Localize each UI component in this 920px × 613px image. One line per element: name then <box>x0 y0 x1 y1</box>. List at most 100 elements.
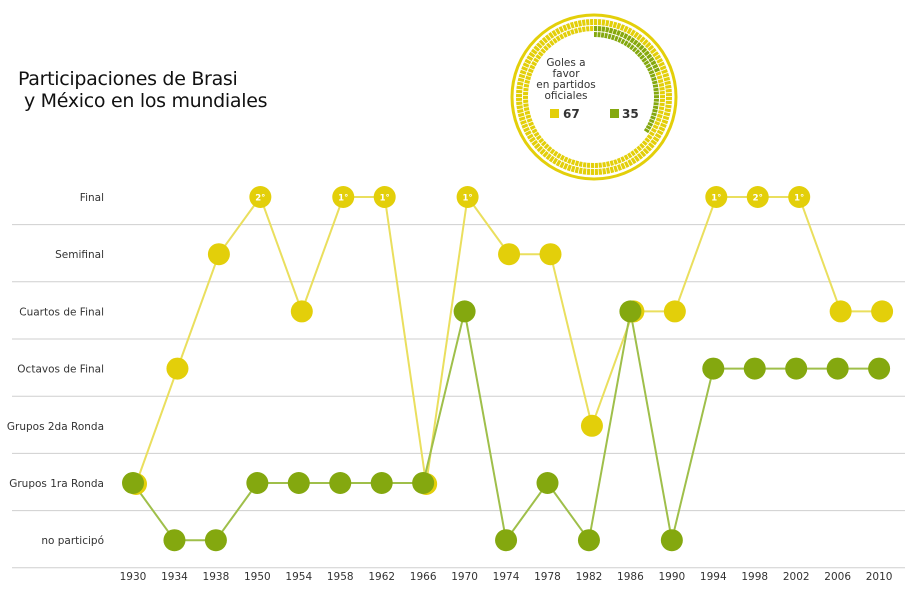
goals-donut: Goles a favor en partidos oficiales 67 3… <box>510 13 678 181</box>
brasil-goal-segment <box>545 153 552 161</box>
brasil-goal-segment <box>537 51 544 57</box>
series-points: 2° 1° 1° 1° 1° 2° 1° <box>122 186 894 552</box>
brasil-point <box>829 300 852 323</box>
brasil-point <box>207 243 230 266</box>
brasil-goal-segment <box>602 168 607 175</box>
brasil-goal-segment <box>627 159 633 167</box>
brasil-goal-segment <box>654 54 662 61</box>
brasil-goal-segment <box>517 81 524 86</box>
brasil-goal-segment <box>613 159 618 165</box>
legend-mexico-value: 35 <box>622 107 639 121</box>
brasil-point <box>788 186 811 208</box>
brasil-goal-segment <box>516 93 523 97</box>
brasil-goal-segment <box>556 152 562 159</box>
mexico-goal-segment <box>605 27 610 33</box>
brasil-goal-segment <box>574 160 580 167</box>
brasil-goal-segment <box>523 127 530 133</box>
mexico-goal-segment <box>643 60 650 66</box>
brasil-goal-segment <box>620 156 626 163</box>
brasil-goal-segment <box>606 161 611 167</box>
brasil-goal-segment <box>609 20 614 28</box>
mexico-point <box>577 529 600 552</box>
brasil-goal-segment <box>661 119 669 125</box>
brasil-goal-segment <box>521 66 528 72</box>
x-tick-label: 1986 <box>617 571 644 583</box>
brasil-goal-segment <box>589 19 594 26</box>
brasil-goal-segment <box>549 40 555 46</box>
brasil-goal-segment <box>541 36 549 44</box>
brasil-goal-segment <box>590 162 594 168</box>
mexico-goal-segment <box>648 70 655 75</box>
brasil-goal-segment <box>581 19 586 26</box>
brasil-goal-segment <box>650 47 657 55</box>
brasil-goal-segment <box>538 39 546 47</box>
brasil-goal-segment <box>601 19 606 26</box>
brasil-goal-segment <box>559 154 565 161</box>
brasil-goal-segment <box>544 34 552 41</box>
x-tick-label: 1970 <box>451 571 478 583</box>
brasil-goal-segment <box>658 82 665 87</box>
mexico-goal-segment <box>637 51 643 58</box>
brasil-goal-segment <box>526 55 534 61</box>
mexico-point <box>619 300 642 323</box>
x-tick-label: 2010 <box>866 571 893 583</box>
brasil-goal-segment <box>652 51 659 58</box>
brasil-goal-segment <box>574 166 579 174</box>
x-tick-label: 1950 <box>244 571 271 583</box>
brasil-goal-segment <box>563 156 569 163</box>
x-axis-labels: 1930 1934 1938 1950 1954 1958 1962 1966 1970 1974… <box>120 571 893 583</box>
brasil-goal-segment <box>524 110 531 115</box>
brasil-goal-segment <box>552 37 558 44</box>
brasil-goal-segment <box>597 19 602 26</box>
brasil-goal-segment <box>516 85 523 90</box>
brasil-goal-segment <box>664 108 671 113</box>
brasil-goal-segment <box>598 168 603 175</box>
brasil-point <box>871 300 894 323</box>
brasil-goal-segment <box>526 133 534 140</box>
brasil-goal-segment <box>548 155 555 163</box>
brasil-point <box>166 357 189 380</box>
brasil-goal-segment <box>612 21 618 29</box>
brasil-goal-segment <box>524 130 532 136</box>
brasil-point <box>249 186 272 208</box>
mexico-goal-segment <box>639 54 645 60</box>
mexico-goal-segment <box>597 32 601 38</box>
brasil-goal-segment <box>586 162 591 168</box>
mexico-goal-segment <box>653 98 659 102</box>
brasil-goal-segment <box>551 29 558 37</box>
brasil-goal-segment <box>606 167 611 174</box>
mexico-point <box>826 357 849 380</box>
brasil-goal-segment <box>558 26 564 33</box>
x-tick-label: 1934 <box>161 571 188 583</box>
brasil-goal-segment <box>656 129 664 136</box>
brasil-goal-segment <box>533 142 541 150</box>
mexico-goal-segment <box>653 91 659 95</box>
brasil-goal-segment <box>636 145 642 152</box>
brasil-goal-segment <box>665 104 672 109</box>
brasil-goal-segment <box>582 162 587 168</box>
mexico-goal-segment <box>635 42 642 48</box>
brasil-goal-segment <box>616 157 622 164</box>
y-axis-labels: no participó Grupos 1ra Ronda Grupos 2da R… <box>7 192 104 547</box>
mexico-goal-segment <box>594 26 598 32</box>
brasil-goal-segment <box>642 147 650 155</box>
brasil-goal-segment <box>581 26 586 32</box>
brasil-goal-segment <box>525 114 532 119</box>
brasil-goal-segment <box>535 134 542 141</box>
brasil-goal-segment <box>652 136 660 143</box>
mexico-goal-segment <box>648 56 655 63</box>
legend-brasil-value: 67 <box>563 107 580 121</box>
mexico-goal-segment <box>652 105 659 110</box>
brasil-goal-segment <box>647 44 655 52</box>
mexico-goal-segment <box>651 76 657 82</box>
brasil-goal-segment <box>644 41 652 49</box>
brasil-goal-segment <box>648 142 655 149</box>
mexico-goal-segment <box>652 108 658 113</box>
x-tick-label: 1994 <box>700 571 727 583</box>
mexico-goal-segment <box>638 44 645 51</box>
brasil-goal-segment <box>562 31 568 38</box>
mexico-goal-segment <box>643 128 650 134</box>
mexico-point <box>246 472 269 494</box>
brasil-goal-segment <box>665 88 672 93</box>
